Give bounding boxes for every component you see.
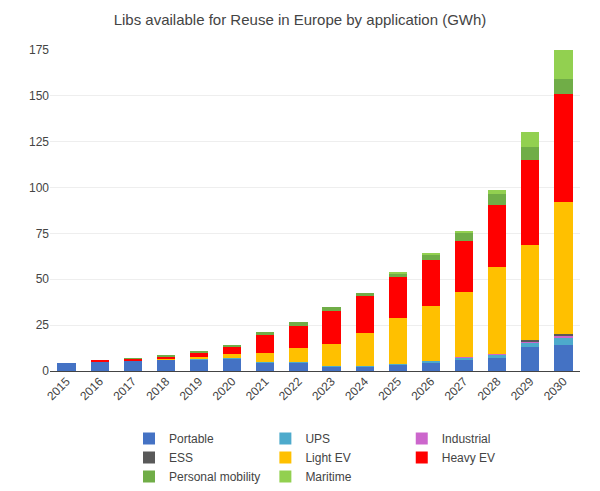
- svg-text:UPS: UPS: [305, 432, 330, 446]
- svg-text:2025: 2025: [375, 374, 404, 403]
- svg-text:2018: 2018: [144, 374, 173, 403]
- svg-text:100: 100: [29, 181, 49, 195]
- svg-text:Portable: Portable: [169, 432, 214, 446]
- svg-text:2020: 2020: [210, 374, 239, 403]
- svg-text:Personal mobility: Personal mobility: [169, 470, 260, 484]
- svg-text:2015: 2015: [44, 374, 73, 403]
- svg-text:2023: 2023: [309, 374, 338, 403]
- svg-text:2026: 2026: [409, 374, 438, 403]
- svg-text:125: 125: [29, 135, 49, 149]
- svg-text:2022: 2022: [276, 374, 305, 403]
- svg-text:Industrial: Industrial: [442, 432, 491, 446]
- svg-text:2016: 2016: [77, 374, 106, 403]
- svg-text:2019: 2019: [177, 374, 206, 403]
- svg-text:Maritime: Maritime: [305, 470, 351, 484]
- svg-text:2021: 2021: [243, 374, 272, 403]
- svg-text:2028: 2028: [475, 374, 504, 403]
- svg-text:50: 50: [36, 272, 50, 286]
- svg-text:25: 25: [36, 318, 50, 332]
- svg-text:2030: 2030: [541, 374, 570, 403]
- svg-text:75: 75: [36, 227, 50, 241]
- svg-text:Heavy EV: Heavy EV: [442, 451, 495, 465]
- svg-text:Light EV: Light EV: [305, 451, 350, 465]
- svg-text:Libs available for Reuse in Eu: Libs available for Reuse in Europe by ap…: [114, 11, 487, 28]
- svg-text:2017: 2017: [110, 374, 139, 403]
- svg-text:0: 0: [42, 364, 49, 378]
- svg-text:2029: 2029: [508, 374, 537, 403]
- svg-text:ESS: ESS: [169, 451, 193, 465]
- svg-text:175: 175: [29, 43, 49, 57]
- svg-text:2027: 2027: [442, 374, 471, 403]
- svg-text:150: 150: [29, 89, 49, 103]
- svg-text:2024: 2024: [342, 374, 371, 403]
